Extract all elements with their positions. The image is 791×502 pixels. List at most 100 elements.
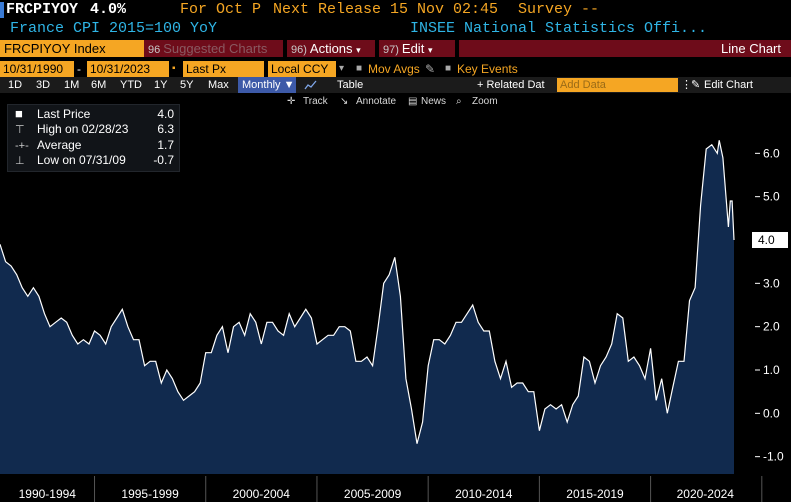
period-ytd[interactable]: YTD	[120, 79, 142, 91]
x-tick-label: 2010-2014	[455, 487, 513, 501]
frequency-dropdown-icon: ▼	[283, 79, 295, 91]
y-tick-label: 2.0	[763, 320, 780, 334]
chart-tools: ✛ Track ↘ Annotate ▤ News ⌕ Zoom	[0, 93, 791, 110]
chart-type-label[interactable]: Line Chart	[459, 40, 791, 57]
legend-value: 6.3	[157, 122, 174, 136]
ticker-marker	[0, 2, 4, 18]
legend-low: ⊥ Low on 07/31/09 -0.7	[8, 153, 181, 168]
edit-num: 97)	[383, 44, 399, 56]
edit-chart-button[interactable]: Edit Chart	[704, 79, 753, 91]
legend-label: Low on 07/31/09	[37, 153, 126, 167]
y-tick-label: 5.0	[763, 190, 780, 204]
legend-value: 1.7	[157, 138, 174, 152]
x-tick-label: 1995-1999	[121, 487, 179, 501]
zoom-icon[interactable]: ⌕	[456, 96, 462, 107]
legend-high: ⊤ High on 02/28/23 6.3	[8, 122, 181, 137]
zoom-button[interactable]: Zoom	[472, 96, 498, 107]
start-date-input[interactable]: 10/31/1990	[0, 61, 74, 77]
legend-average: -+- Average 1.7	[8, 138, 181, 153]
suggested-num: 96	[148, 44, 161, 56]
description: France CPI 2015=100 YoY	[10, 20, 218, 37]
period-1m[interactable]: 1M	[64, 79, 80, 91]
suggested-charts-button[interactable]: 96 Suggested Charts	[144, 40, 283, 57]
toolbar: FRCPIYOY Index 96 Suggested Charts 96) Act…	[0, 39, 791, 59]
next-release: Next Release 15 Nov 02:45	[273, 1, 499, 18]
edit-chart-pencil-icon[interactable]: ✎	[691, 79, 701, 91]
y-tick-label: 1.0	[763, 363, 780, 377]
legend-last-price: ■ Last Price 4.0	[8, 106, 181, 121]
actions-button[interactable]: 96) Actions ▾	[287, 40, 375, 57]
legend[interactable]: ■ Last Price 4.0 ⊤ High on 02/28/23 6.3 …	[7, 104, 180, 172]
edit-button[interactable]: 97) Edit ▾	[379, 40, 455, 57]
period-3d[interactable]: 3D	[36, 79, 51, 91]
crosshair-icon[interactable]: ✛	[287, 96, 296, 107]
period-1y[interactable]: 1Y	[154, 79, 168, 91]
square-icon: ■	[15, 106, 23, 121]
legend-label: Last Price	[37, 107, 91, 121]
series-area	[0, 140, 734, 475]
annotate-button[interactable]: Annotate	[356, 96, 397, 107]
date-separator: -	[77, 62, 81, 76]
related-data-button[interactable]: + Related Dat	[477, 79, 545, 91]
mov-avgs-checkbox-icon[interactable]: ■	[356, 63, 363, 74]
period-row: 1D 3D 1M 6M YTD 1Y 5Y Max Monthly ▼ Tabl…	[0, 77, 791, 93]
pencil-icon[interactable]: ✎	[425, 62, 436, 76]
news-icon[interactable]: ▤	[408, 96, 418, 107]
low-marker-icon: ⊥	[15, 155, 25, 167]
y-tick-label: 3.0	[763, 276, 780, 290]
release-period: For Oct P	[180, 1, 262, 18]
last-price-tag: 4.0	[752, 232, 788, 248]
calendar-icon[interactable]: ▪	[172, 63, 176, 74]
security-field[interactable]: FRCPIYOY Index	[0, 40, 144, 57]
key-events-checkbox-icon[interactable]: ■	[445, 63, 452, 74]
add-data-input[interactable]: Add Data	[557, 78, 678, 92]
more-options-icon[interactable]: ⋮	[681, 79, 692, 91]
series-line	[0, 140, 735, 444]
annotate-icon[interactable]: ↘	[340, 96, 349, 107]
period-1d[interactable]: 1D	[8, 79, 23, 91]
frequency-label: Monthly	[242, 79, 281, 91]
field-select[interactable]: Last Px	[183, 61, 264, 77]
high-marker-icon: ⊤	[15, 124, 25, 136]
edit-label: Edit	[401, 41, 425, 56]
x-axis-band	[0, 476, 791, 502]
edit-dropdown-icon: ▾	[427, 45, 433, 55]
end-date-input[interactable]: 10/31/2023	[87, 61, 169, 77]
actions-dropdown-icon: ▾	[356, 45, 361, 55]
news-button[interactable]: News	[421, 96, 447, 107]
line-chart-icon[interactable]	[304, 79, 317, 91]
table-button[interactable]: Table	[337, 79, 364, 91]
legend-label: High on 02/28/23	[37, 122, 129, 136]
current-value: 4.0%	[90, 1, 127, 18]
legend-value: 4.0	[157, 107, 174, 121]
track-button[interactable]: Track	[303, 96, 328, 107]
legend-value: -0.7	[153, 153, 174, 167]
survey: Survey --	[518, 1, 600, 18]
frequency-select[interactable]: Monthly ▼	[238, 77, 296, 93]
period-6m[interactable]: 6M	[91, 79, 107, 91]
y-tick-label: 6.0	[763, 146, 780, 160]
plot-area	[0, 140, 735, 475]
y-tick-label: -1.0	[763, 450, 784, 464]
x-tick-label: 2020-2024	[677, 487, 735, 501]
x-tick-label: 1990-1994	[19, 487, 77, 501]
title-bar: FRCPIYOY 4.0% For Oct P Next Release 15 …	[0, 0, 791, 20]
currency-dropdown-icon[interactable]: ▾	[339, 63, 345, 74]
subtitle-bar: France CPI 2015=100 YoY INSEE National S…	[0, 20, 791, 39]
source: INSEE National Statistics Offi...	[410, 20, 708, 37]
period-max[interactable]: Max	[208, 79, 229, 91]
x-axis: 1990-1994 1995-1999 2000-2004 2005-2009 2010…	[0, 476, 791, 502]
ticker: FRCPIYOY	[6, 1, 79, 18]
x-tick-label: 2000-2004	[233, 487, 291, 501]
mov-avgs-label[interactable]: Mov Avgs	[368, 62, 420, 76]
currency-select[interactable]: Local CCY	[268, 61, 336, 77]
actions-label: Actions	[309, 41, 353, 56]
period-5y[interactable]: 5Y	[180, 79, 194, 91]
y-tick-label: 0.0	[763, 406, 780, 420]
key-events-label[interactable]: Key Events	[457, 62, 518, 76]
average-line-icon: -+-	[15, 140, 29, 152]
x-tick-label: 2015-2019	[566, 487, 624, 501]
x-tick-label: 2005-2009	[344, 487, 402, 501]
legend-label: Average	[37, 138, 82, 152]
